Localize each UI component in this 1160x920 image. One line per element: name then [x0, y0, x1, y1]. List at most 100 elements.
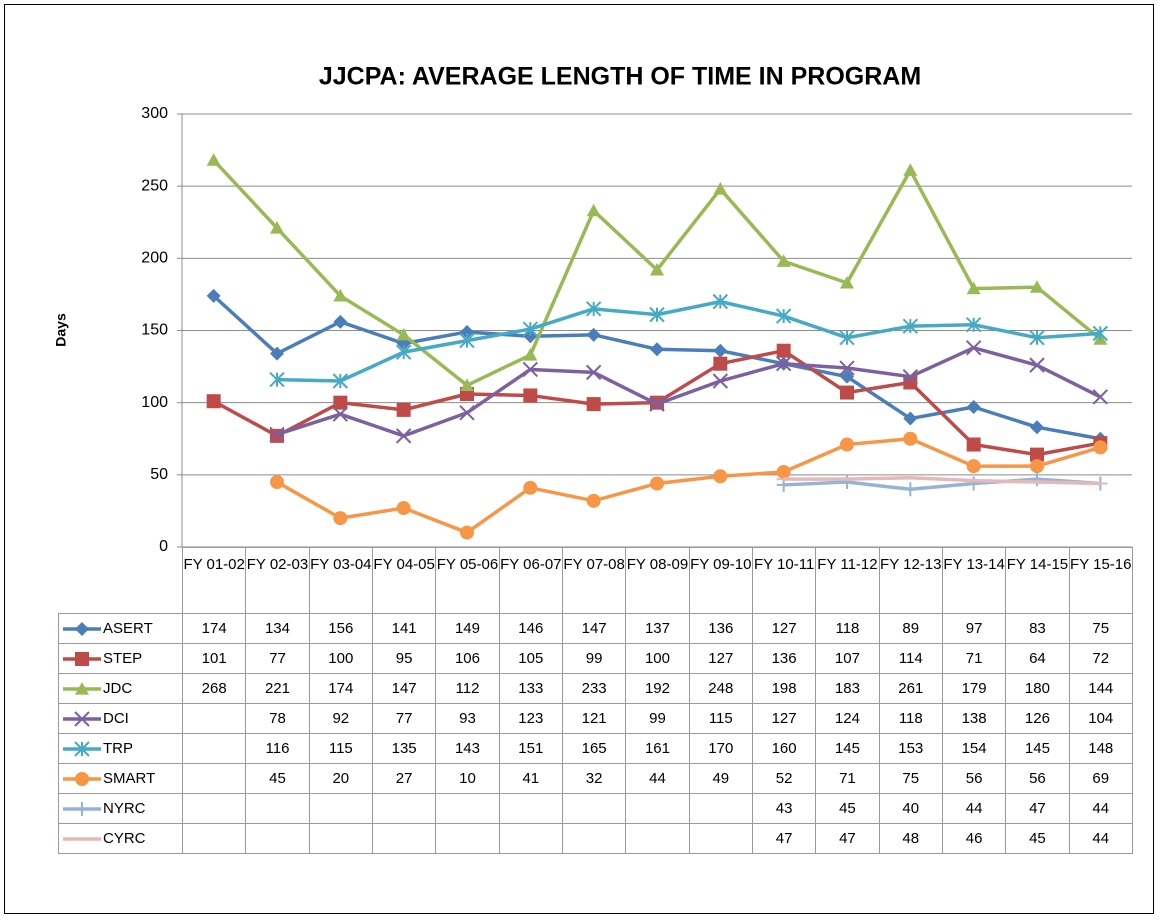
table-value: 174 [308, 673, 373, 704]
legend-label: CYRC [103, 829, 146, 847]
table-value: 45 [815, 793, 880, 824]
marker [395, 344, 412, 360]
legend-swatch [63, 621, 101, 636]
marker [270, 221, 284, 234]
legend-label: SMART [103, 769, 156, 787]
marker [1030, 447, 1044, 462]
table-value: 99 [561, 643, 627, 674]
table-value: 198 [751, 673, 817, 704]
table-value: 144 [1068, 673, 1133, 704]
empty-cell [181, 703, 247, 734]
empty-cell [308, 793, 373, 824]
table-row: ASERT 174 134 156 141 149 146 147 137 136 127 118 89… [58, 613, 1133, 644]
table-value: 147 [371, 673, 437, 704]
marker [903, 431, 918, 446]
y-axis-label: Days [53, 313, 69, 347]
table-value: 180 [1005, 673, 1070, 704]
table-value: 127 [751, 703, 817, 734]
marker [840, 475, 854, 490]
series-line [276, 299, 1101, 383]
table-value: 112 [435, 673, 500, 704]
marker [713, 182, 728, 195]
table-value: 145 [815, 733, 880, 764]
legend-label: STEP [103, 649, 143, 667]
marker [966, 281, 981, 295]
table-value: 161 [625, 733, 690, 764]
marker [206, 288, 221, 303]
marker [206, 153, 221, 166]
table-value: 56 [1005, 763, 1070, 794]
table-value: 136 [688, 613, 753, 644]
table-value: 44 [625, 763, 690, 794]
table-value: 101 [181, 643, 247, 674]
table-value: 165 [561, 733, 627, 764]
table-value: 149 [435, 613, 500, 644]
x-tick-label: FY 14-15 [1005, 547, 1070, 614]
table-value: 105 [498, 643, 563, 674]
empty-cell [371, 823, 437, 854]
table-value: 114 [878, 643, 943, 674]
marker [775, 355, 792, 372]
marker [840, 275, 854, 289]
table-value: 123 [498, 703, 563, 734]
table-value: 143 [435, 733, 500, 764]
header-row: FY 01-02 FY 02-03 FY 03-04 FY 04-05 FY 05-06… [58, 547, 1133, 614]
legend-swatch [63, 771, 101, 786]
empty-cell [498, 823, 563, 854]
empty-cell [181, 733, 247, 764]
legend-swatch [63, 651, 101, 666]
marker [523, 480, 538, 495]
marker [1029, 330, 1045, 346]
table-value: 46 [941, 823, 1007, 854]
marker [74, 710, 90, 727]
y-tick-label: 200 [141, 250, 168, 267]
empty-cell [688, 793, 753, 824]
table-value: 20 [308, 763, 373, 794]
table-value: 146 [498, 613, 563, 644]
marker [776, 254, 791, 267]
legend-label: ASERT [103, 619, 153, 637]
marker [1029, 357, 1045, 373]
table-value: 116 [245, 733, 310, 764]
chart-frame [4, 4, 1154, 914]
table-value: 77 [245, 643, 310, 674]
marker [460, 378, 474, 391]
table-value: 174 [181, 613, 247, 644]
table-value: 192 [625, 673, 690, 704]
marker [586, 493, 601, 508]
x-tick-label: FY 15-16 [1068, 547, 1133, 614]
table-value: 151 [498, 733, 563, 764]
table-value: 45 [1005, 823, 1070, 854]
empty-cell [371, 793, 437, 824]
marker [966, 476, 981, 491]
marker [902, 368, 919, 385]
marker [649, 396, 665, 412]
table-value: 47 [1005, 793, 1070, 824]
table-value: 75 [878, 763, 943, 794]
marker [903, 411, 918, 426]
legend-cell: TRP [58, 733, 183, 764]
table-value: 71 [815, 763, 880, 794]
marker [585, 301, 602, 317]
marker [649, 306, 665, 323]
y-tick-label: 100 [141, 394, 168, 411]
table-value: 43 [751, 793, 817, 824]
marker [713, 356, 728, 371]
table-value: 179 [941, 673, 1007, 704]
series-line [783, 475, 1101, 486]
x-tick-label: FY 08-09 [625, 547, 690, 614]
table-value: 141 [371, 613, 437, 644]
table-row: DCI 78 92 77 93 123 121 99 115 127 124 118 138 126 104 [58, 703, 1133, 734]
marker [75, 621, 89, 636]
legend-label: NYRC [103, 799, 146, 817]
table-row: STEP 101 77 100 95 106 105 99 100 127 136 107 114 71 6… [58, 643, 1133, 674]
empty-cell [625, 793, 690, 824]
data-table: FY 01-02 FY 02-03 FY 03-04 FY 04-05 FY 05-06… [58, 547, 1133, 854]
marker [712, 293, 729, 310]
marker [902, 318, 919, 334]
x-tick-label: FY 01-02 [181, 547, 247, 614]
empty-cell [561, 823, 627, 854]
table-value: 10 [435, 763, 500, 794]
